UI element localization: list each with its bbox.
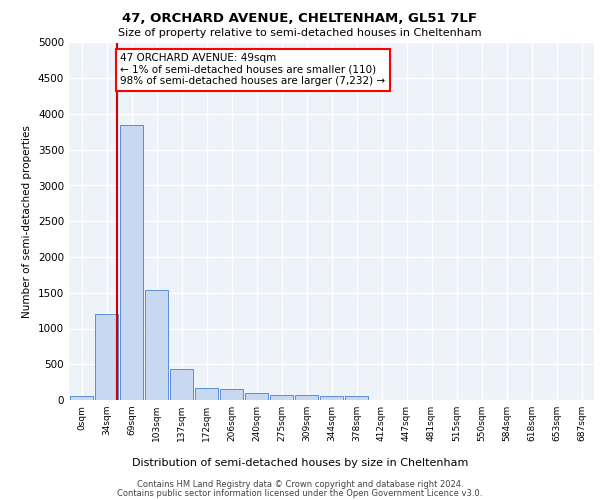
Text: Contains HM Land Registry data © Crown copyright and database right 2024.: Contains HM Land Registry data © Crown c… [137,480,463,489]
Bar [145,290,168,400]
Text: Size of property relative to semi-detached houses in Cheltenham: Size of property relative to semi-detach… [118,28,482,38]
Bar [320,396,343,400]
Y-axis label: Number of semi-detached properties: Number of semi-detached properties [22,125,32,318]
Text: 47 ORCHARD AVENUE: 49sqm
← 1% of semi-detached houses are smaller (110)
98% of s: 47 ORCHARD AVENUE: 49sqm ← 1% of semi-de… [120,53,385,86]
Bar [220,389,243,400]
Bar [95,314,118,400]
Bar [245,393,268,400]
Text: Contains public sector information licensed under the Open Government Licence v3: Contains public sector information licen… [118,488,482,498]
Bar [270,396,293,400]
Bar [345,396,368,400]
Bar [195,388,218,400]
Text: 47, ORCHARD AVENUE, CHELTENHAM, GL51 7LF: 47, ORCHARD AVENUE, CHELTENHAM, GL51 7LF [122,12,478,26]
Bar [295,396,318,400]
Bar [70,396,93,400]
Bar [170,370,193,400]
Bar [120,126,143,400]
Text: Distribution of semi-detached houses by size in Cheltenham: Distribution of semi-detached houses by … [132,458,468,468]
